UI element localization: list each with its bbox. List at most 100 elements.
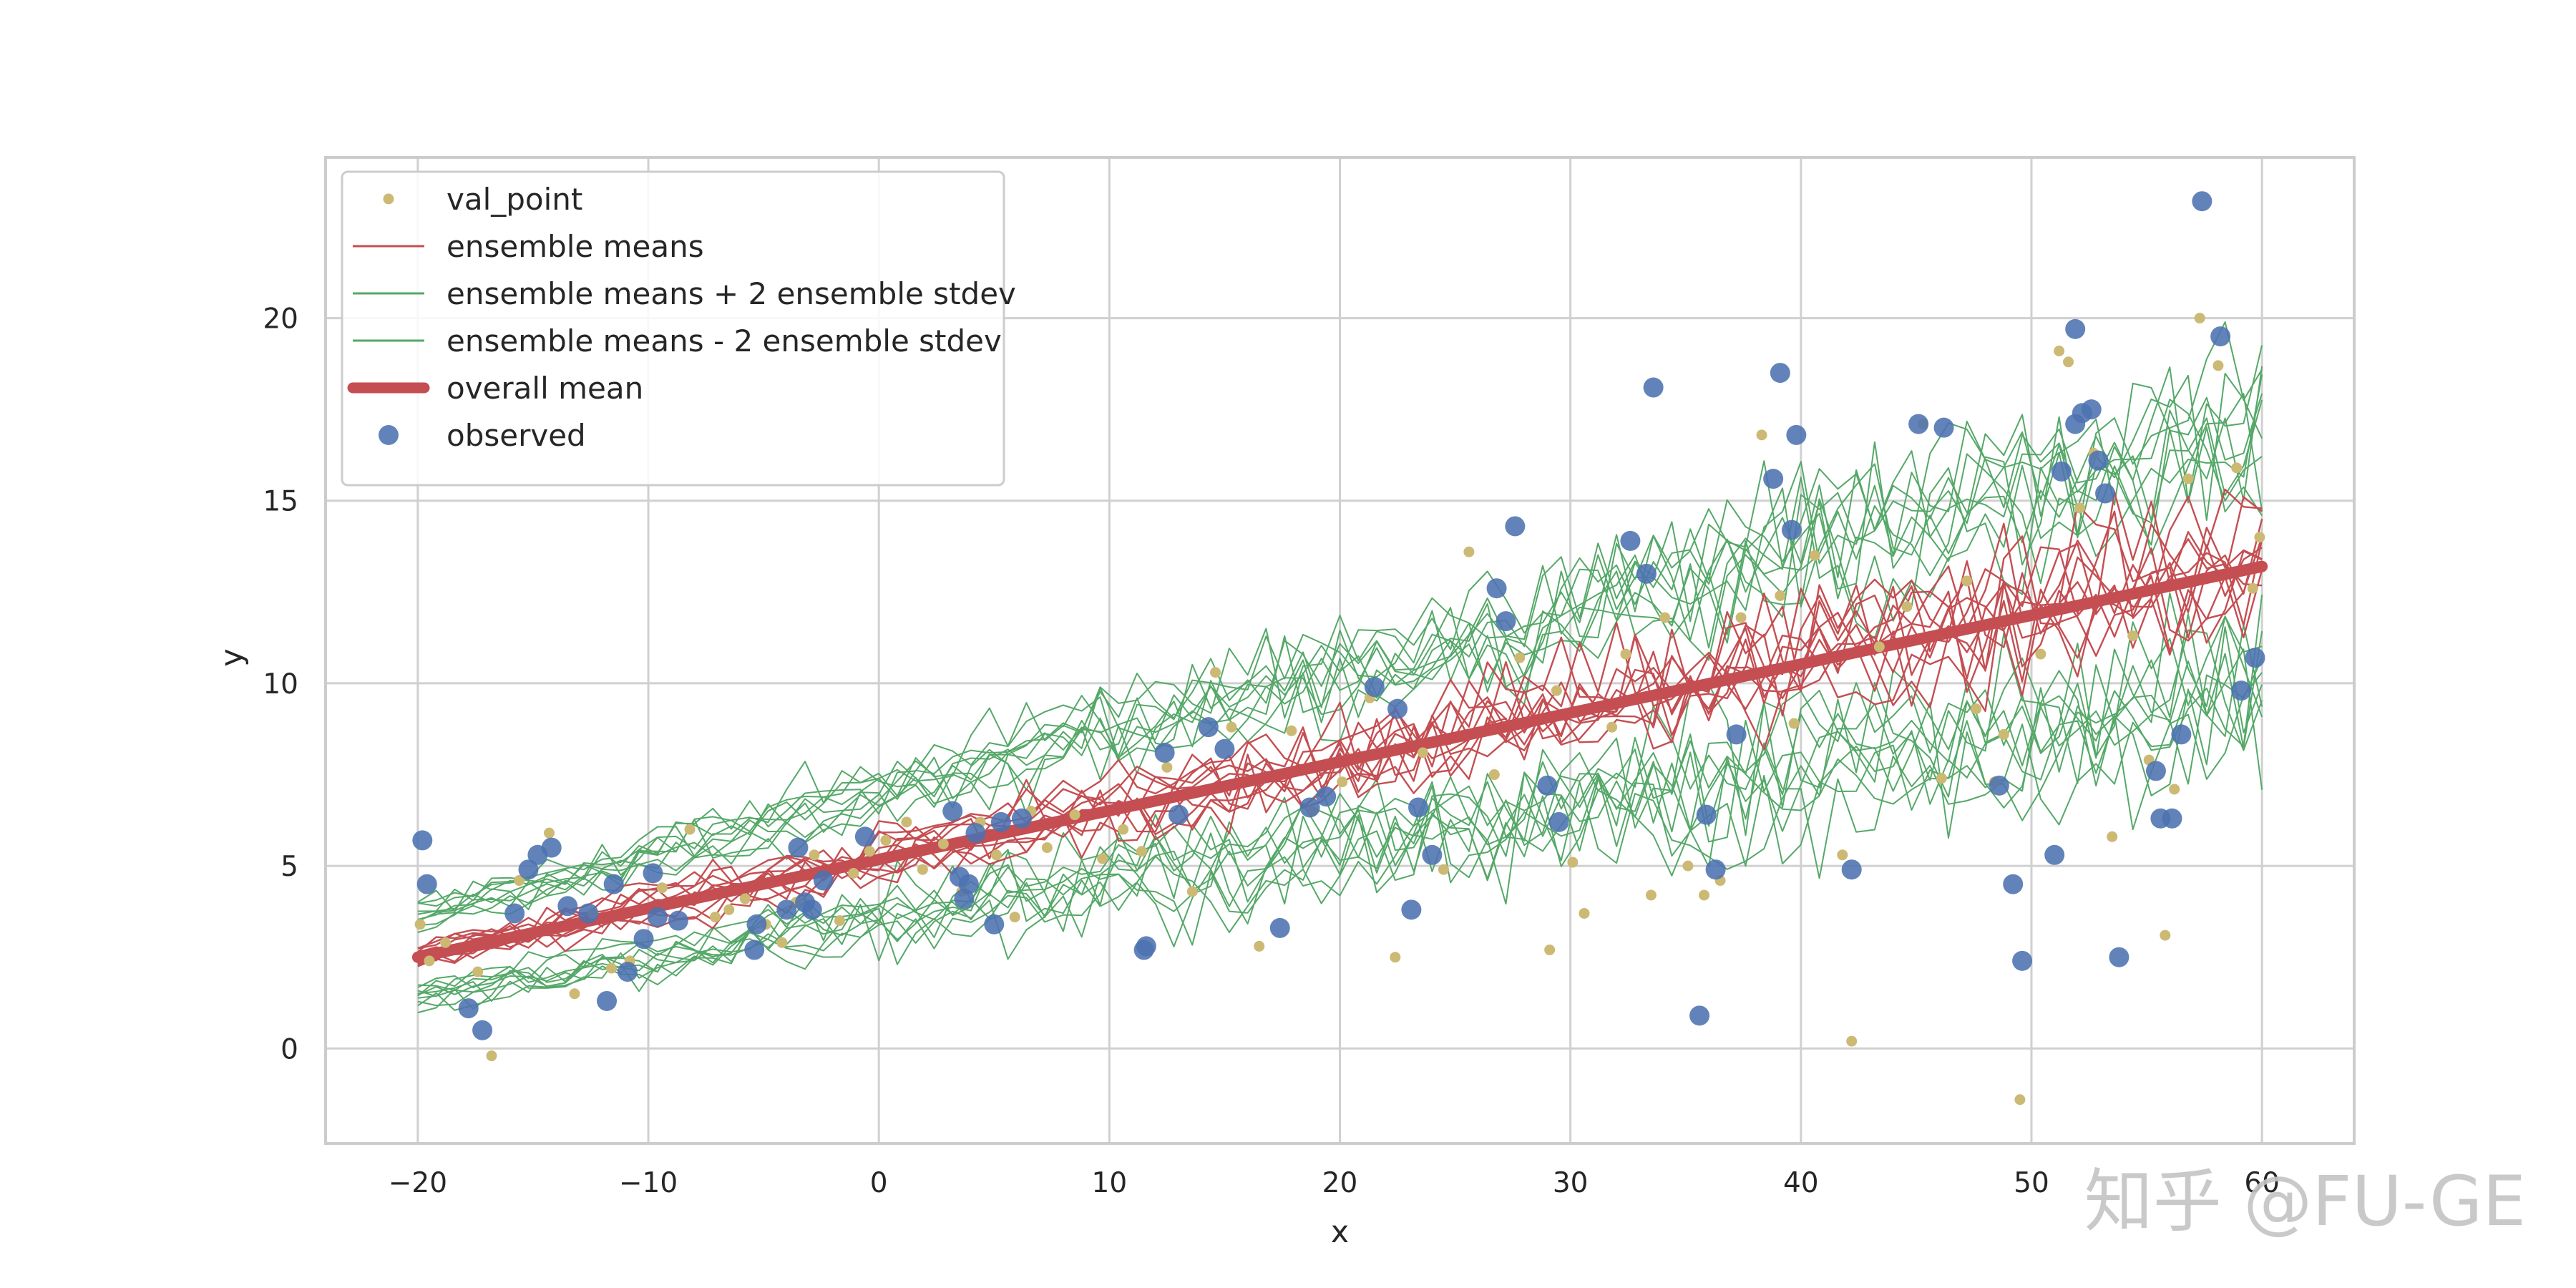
observed-point [578, 903, 599, 924]
observed-point [2245, 648, 2265, 668]
val-point [1161, 761, 1173, 773]
legend: val_point ensemble means ensemble means + … [341, 170, 1016, 487]
val-point [809, 849, 820, 861]
val-point [880, 834, 892, 846]
ensemble-stdev-line [417, 595, 2263, 1002]
val-point [1041, 842, 1053, 854]
val-point [1226, 721, 1237, 733]
val-point [1775, 590, 1786, 601]
observed-point [633, 929, 654, 950]
observed-point [1786, 424, 1807, 445]
val-point [2160, 930, 2171, 941]
observed-point [1705, 859, 1726, 880]
val-point [901, 816, 912, 828]
x-tick-label: −10 [619, 1167, 678, 1199]
val-point [1837, 849, 1848, 861]
observed-point [2044, 844, 2065, 865]
val-point [1846, 1035, 1858, 1047]
observed-point [1136, 936, 1156, 957]
plot-frame [324, 156, 2356, 1145]
observed-point [458, 998, 479, 1019]
val-point [739, 893, 751, 904]
observed-point [744, 940, 765, 960]
observed-point [965, 823, 986, 844]
ensemble-stdev-line [417, 615, 2263, 997]
observed-point [854, 826, 875, 847]
val-point [1438, 864, 1449, 875]
observed-point [1154, 742, 1175, 763]
val-point [569, 988, 580, 1000]
observed-point [618, 962, 638, 982]
val-point [1961, 575, 1973, 587]
val-point [1009, 912, 1020, 923]
legend-label: observed [447, 418, 586, 453]
legend-frame [341, 170, 1005, 487]
observed-point [2051, 461, 2072, 482]
val-point [2063, 356, 2074, 368]
observed-point [801, 899, 822, 920]
observed-point [1620, 530, 1641, 551]
ensemble-layer [411, 321, 2268, 1014]
observed-point [1689, 1005, 1710, 1026]
observed-point [1781, 519, 1802, 540]
observed-point [1548, 811, 1569, 832]
legend-label: ensemble means + 2 ensemble stdev [447, 276, 1016, 311]
legend-entry: overall mean [347, 371, 643, 406]
observed-point [1696, 804, 1717, 825]
observed-point [942, 801, 963, 821]
observed-point [597, 990, 618, 1011]
val-point [1659, 612, 1671, 623]
val-point [1097, 853, 1108, 864]
val-point [1069, 809, 1080, 821]
observed-point [1422, 844, 1443, 865]
x-tick-label: 20 [1322, 1167, 1358, 1199]
observed-point [2109, 947, 2129, 967]
val-point [424, 955, 435, 967]
val-point [414, 919, 426, 930]
y-tick-labels: 0 5 10 15 20 [263, 303, 298, 1066]
observed-point [1841, 859, 1862, 880]
val-point [543, 827, 555, 839]
ensemble-stdev-line [417, 374, 2263, 933]
val-point [486, 1050, 497, 1062]
legend-label: ensemble means [447, 229, 704, 264]
legend-entry: observed [379, 418, 586, 453]
observed-point [668, 910, 688, 931]
x-tick-label: 40 [1783, 1167, 1819, 1199]
watermark: 知乎 @FU-GE [2084, 1161, 2526, 1241]
observed-point [1486, 578, 1507, 599]
val-point [1645, 889, 1657, 901]
val-point [864, 846, 875, 857]
ensemble-stdev-line [417, 657, 2263, 996]
ensemble-stdev-line [417, 366, 2263, 927]
ensemble-stdev-line [417, 382, 2263, 915]
val-point [656, 882, 668, 894]
observed-point [958, 874, 979, 894]
val-point [1551, 685, 1562, 696]
legend-entry: val_point [383, 182, 582, 217]
observed-point [1168, 804, 1189, 825]
observed-point [1299, 797, 1320, 818]
observed-point [2145, 761, 2166, 781]
val-point [1901, 601, 1913, 613]
val-point [684, 824, 696, 835]
legend-entry: ensemble means [353, 229, 704, 264]
y-axis-label: y [214, 648, 250, 666]
val-point [1809, 550, 1820, 561]
val-point [1544, 945, 1556, 956]
observed-point [1763, 469, 1784, 489]
val-point [1756, 429, 1767, 441]
observed-point [1316, 786, 1337, 807]
val-point [514, 875, 525, 887]
val-point [1186, 886, 1198, 897]
val-point [1971, 703, 1982, 715]
val-point [2169, 784, 2180, 795]
observed-point [746, 914, 767, 935]
observed-point [1401, 899, 1422, 920]
legend-label: overall mean [447, 371, 643, 406]
val-point [1936, 773, 1947, 784]
val-point [1873, 641, 1885, 653]
observed-point [2065, 318, 2086, 339]
observed-point [1496, 611, 1516, 632]
